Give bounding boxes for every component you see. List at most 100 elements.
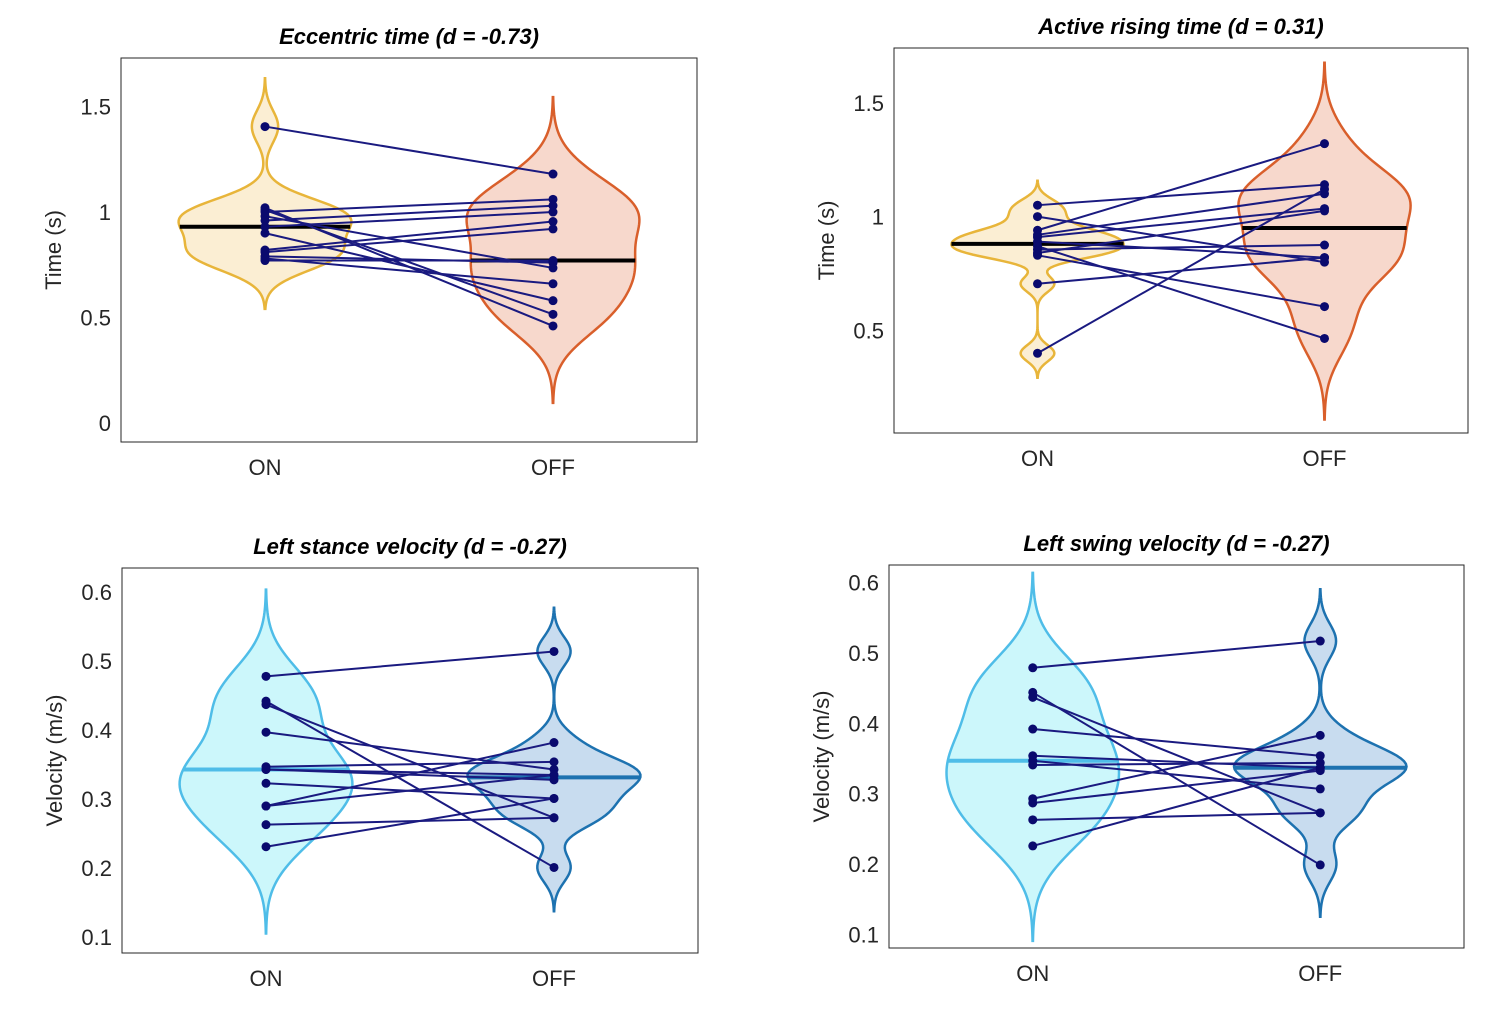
data-point [549,793,559,803]
data-point [549,646,559,656]
data-point [261,820,271,830]
pair-line [1032,640,1321,669]
pair-line [265,797,555,848]
pair-line [1032,734,1321,800]
data-point [260,215,270,225]
y-tick-label: 0.6 [848,571,879,596]
data-point [1033,200,1042,210]
y-tick-label: 0.2 [848,852,879,877]
chart-title: Eccentric time (d = -0.73) [279,24,539,49]
data-point [549,862,559,872]
pair-line [265,741,555,808]
data-point [548,217,558,227]
y-tick-label: 0.2 [81,856,112,881]
y-tick-label: 0.4 [848,711,879,736]
data-point [261,842,271,852]
data-point [1315,636,1325,646]
data-point [548,169,558,179]
plot-area [945,571,1408,943]
data-point [260,122,270,132]
pair-line [264,220,554,251]
y-tick-label: 0.3 [81,787,112,812]
pair-line [264,125,554,176]
violin [465,95,641,405]
y-tick-label: 0.5 [80,305,111,330]
pair-line [1037,209,1325,255]
pair-line [265,773,555,808]
data-point [1315,730,1325,740]
data-point [548,224,558,234]
y-tick-label: 0.4 [81,718,112,743]
data-point [1320,333,1329,343]
data-point [1028,724,1038,734]
pair-line [265,703,555,819]
axes-box [893,47,1469,434]
chart-title: Left swing velocity (d = -0.27) [1023,531,1329,556]
pair-line [1037,254,1325,308]
data-point [1028,692,1038,702]
data-point [1315,808,1325,818]
pair-line [1037,245,1325,340]
pair-line [1032,761,1321,766]
pair-line [1032,766,1321,847]
pair-line [1032,769,1321,804]
data-point [261,700,271,710]
data-point [261,764,271,774]
plot-area [178,588,642,935]
data-point [1028,760,1038,770]
panel: Eccentric time (d = -0.73) Time (s) 0 0.5 1 1… [41,24,698,480]
data-point [1033,279,1042,289]
y-tick-label: 1 [872,205,884,230]
violin [177,76,353,311]
axes-box [888,564,1465,949]
data-point [1028,798,1038,808]
axes-box [121,567,699,954]
data-point [549,770,559,780]
pair-line [1037,192,1325,236]
chart-title: Active rising time (d = 0.31) [1037,14,1323,39]
data-point [1320,184,1329,194]
y-axis-label: Time (s) [41,210,66,290]
data-point [1320,240,1329,250]
axes-box [120,57,698,443]
data-point [549,757,559,767]
data-point [1320,302,1329,312]
x-tick-label: ON [250,966,283,991]
pair-line [1037,207,1325,239]
data-point [548,256,558,266]
pair-line [264,211,554,228]
data-point [548,321,558,331]
data-point [261,801,271,811]
pair-line [264,204,554,222]
y-tick-label: 0.5 [848,641,879,666]
data-point [1315,751,1325,761]
pair-line [265,816,555,826]
y-tick-label: 0.5 [853,319,884,344]
data-point [548,194,558,204]
data-point [1033,348,1042,358]
plot-area [950,61,1412,421]
data-point [548,309,558,319]
data-point [261,671,271,681]
x-tick-label: ON [1016,961,1049,986]
chart-title: Left stance velocity (d = -0.27) [253,534,567,559]
y-tick-label: 1 [99,200,111,225]
data-point [260,256,270,266]
data-point [260,228,270,238]
pair-line [264,208,554,316]
violin [178,588,354,935]
pair-line [1032,754,1321,769]
y-tick-label: 1.5 [80,94,111,119]
data-point [548,296,558,306]
x-tick-label: OFF [1303,446,1347,471]
y-tick-label: 0.6 [81,580,112,605]
pair-line [1037,188,1325,355]
data-point [1320,139,1329,149]
pair-line [265,700,555,869]
x-tick-label: ON [1021,446,1054,471]
pair-line [264,255,554,264]
data-point [261,727,271,737]
data-point [548,279,558,289]
data-point [1033,250,1042,260]
